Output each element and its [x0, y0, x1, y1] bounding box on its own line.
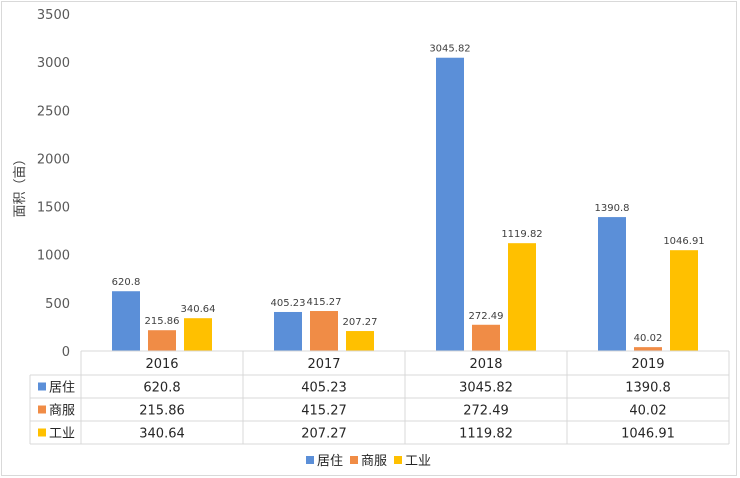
bar-工业-2018 — [508, 243, 536, 351]
table-cell: 3045.82 — [459, 381, 513, 396]
data-label: 405.23 — [271, 298, 306, 309]
data-label: 620.8 — [112, 277, 141, 288]
y-tick-label: 2500 — [37, 104, 70, 119]
data-label: 215.86 — [145, 316, 180, 327]
bar-居住-2019 — [598, 217, 626, 351]
bar-居住-2017 — [274, 311, 302, 351]
data-label: 1119.82 — [501, 229, 542, 240]
y-axis-title: 面积（亩） — [12, 152, 28, 217]
table-header-cell: 2017 — [307, 357, 340, 372]
legend-swatch — [394, 456, 402, 464]
table-cell: 1046.91 — [621, 427, 675, 442]
legend-swatch — [350, 456, 358, 464]
bar-居住-2018 — [436, 57, 464, 351]
bar-商服-2017 — [310, 311, 338, 351]
y-tick-label: 1500 — [37, 201, 70, 216]
data-label: 3045.82 — [429, 44, 470, 55]
y-tick-label: 2000 — [37, 152, 70, 167]
bar-工业-2017 — [346, 331, 374, 351]
table-legend-key — [38, 405, 46, 414]
table-legend-key — [38, 382, 46, 391]
data-label: 272.49 — [469, 311, 504, 322]
table-cell: 215.86 — [139, 404, 185, 419]
table-header-cell: 2018 — [469, 357, 502, 372]
y-axis: 0 500 1000 1500 2000 2500 3000 3500 — [37, 8, 70, 360]
y-tick-label: 0 — [62, 345, 70, 360]
table-header-cell: 2019 — [631, 357, 664, 372]
table-row-label: 居住 — [49, 381, 75, 396]
table-legend-key — [38, 428, 46, 437]
table-cell: 207.27 — [301, 427, 347, 442]
bar-居住-2016 — [112, 291, 140, 351]
data-label: 207.27 — [343, 317, 378, 328]
data-label: 1046.91 — [663, 236, 704, 247]
y-tick-label: 1000 — [37, 249, 70, 264]
data-table: 2016 2017 2018 2019 居住 620.8 405.23 3045.82 1390… — [29, 351, 730, 445]
bar-商服-2016 — [148, 330, 176, 351]
table-cell: 340.64 — [139, 427, 185, 442]
table-row-label: 工业 — [49, 427, 75, 442]
data-label: 340.64 — [181, 304, 216, 315]
legend-label: 居住 — [317, 454, 343, 469]
table-row-label: 商服 — [49, 404, 75, 419]
legend: 居住 商服 工业 — [306, 454, 431, 469]
bar-工业-2019 — [670, 250, 698, 351]
table-header-cell: 2016 — [145, 357, 178, 372]
data-label: 40.02 — [634, 333, 663, 344]
y-tick-label: 3000 — [37, 56, 70, 71]
table-cell: 405.23 — [301, 381, 347, 396]
table-cell: 272.49 — [463, 404, 509, 419]
table-cell: 40.02 — [629, 404, 666, 419]
legend-label: 商服 — [361, 454, 387, 469]
data-label: 1390.8 — [595, 203, 630, 214]
bar-商服-2019 — [634, 347, 662, 351]
table-cell: 620.8 — [143, 381, 180, 396]
data-labels: 620.8 405.23 3045.82 1390.8 215.86 415.27 272.… — [112, 44, 705, 344]
y-tick-label: 3500 — [37, 8, 70, 23]
y-tick-label: 500 — [45, 297, 70, 312]
legend-swatch — [306, 456, 314, 464]
legend-label: 工业 — [405, 454, 431, 469]
bars — [81, 57, 729, 352]
data-label: 415.27 — [307, 297, 342, 308]
table-cell: 1119.82 — [459, 427, 513, 442]
bar-商服-2018 — [472, 324, 500, 351]
table-cell: 415.27 — [301, 404, 347, 419]
bar-工业-2016 — [184, 318, 212, 351]
table-cell: 1390.8 — [625, 381, 671, 396]
